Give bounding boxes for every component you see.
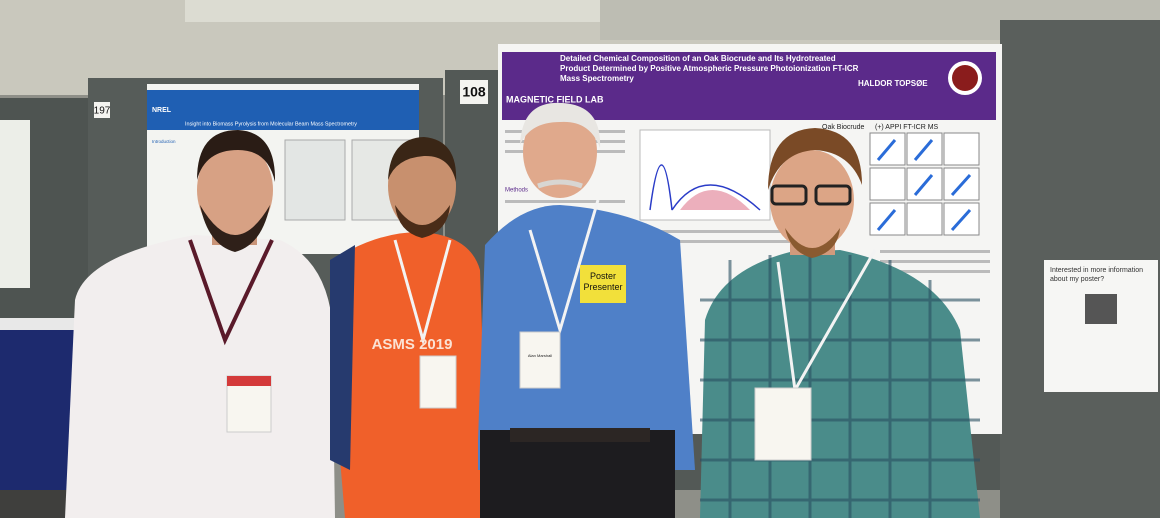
ceiling-panel xyxy=(185,0,605,22)
shape xyxy=(768,128,862,190)
shape xyxy=(519,331,561,389)
shape xyxy=(625,230,795,233)
poster-logo: NREL xyxy=(152,107,172,114)
poster-logo: MAGNETIC FIELD LAB xyxy=(506,94,604,104)
shape xyxy=(770,184,808,206)
shape xyxy=(510,428,650,442)
shape xyxy=(388,137,457,182)
shape xyxy=(625,240,795,243)
shape xyxy=(330,232,488,518)
shape xyxy=(480,430,675,518)
poster-header xyxy=(502,52,996,120)
person xyxy=(700,128,980,518)
shape xyxy=(197,130,276,182)
sign xyxy=(1044,260,1158,392)
poster-title-box: Detailed Chemical Composition of an Oak … xyxy=(560,54,859,83)
table-top xyxy=(0,318,85,330)
shape xyxy=(188,239,274,346)
shape xyxy=(395,205,450,238)
poster-sponsor: HALDOR TOPSØE xyxy=(858,79,928,88)
shirt-text: ASMS 2019 xyxy=(372,336,453,353)
person xyxy=(65,130,335,518)
poster-plot-grid xyxy=(869,132,980,236)
poster xyxy=(0,120,30,288)
shape xyxy=(65,235,335,518)
shape xyxy=(520,102,601,148)
shape xyxy=(393,239,452,346)
shape xyxy=(728,255,932,518)
shape xyxy=(943,132,980,166)
shape xyxy=(528,199,600,336)
person: Poster Presenter Alan Marshall xyxy=(478,102,695,518)
shape xyxy=(330,245,355,470)
shape xyxy=(785,228,840,258)
shape xyxy=(880,270,990,273)
booth-number: 197 xyxy=(94,106,111,117)
poster-section: Introduction xyxy=(152,139,176,144)
shape xyxy=(388,140,456,232)
poster-panel-label: (+) APPI FT-ICR MS xyxy=(875,124,939,131)
poster-spectrum xyxy=(680,190,750,210)
shape xyxy=(869,167,906,201)
poster-figure xyxy=(284,139,346,221)
ribbon-box: Poster Presenter xyxy=(583,271,623,292)
shape xyxy=(700,298,980,502)
booth-number-card xyxy=(94,102,110,118)
poster-section: Methods xyxy=(505,188,528,194)
shape xyxy=(197,142,273,238)
shape xyxy=(880,260,990,263)
poster-title: Detailed Chemical Composition of an Oak … xyxy=(560,54,859,83)
qr-code xyxy=(1085,294,1117,324)
plaid xyxy=(700,255,980,518)
shape xyxy=(906,202,943,236)
poster-title: Insight into Biomass Pyrolysis from Mole… xyxy=(185,121,357,127)
shape xyxy=(754,387,812,461)
sign-text-box: Interested in more information about my … xyxy=(1050,267,1143,283)
ribbon: Poster Presenter xyxy=(583,271,623,292)
shape xyxy=(537,179,583,189)
shape xyxy=(580,265,626,303)
sign-text: Interested in more information about my … xyxy=(1050,267,1143,283)
poster-panel-label: Oak Biocrude xyxy=(822,124,865,131)
poster-seal xyxy=(952,65,978,91)
booth-number: 108 xyxy=(462,84,486,100)
person: ASMS 2019 xyxy=(330,137,488,518)
shape xyxy=(478,205,695,470)
poster-header xyxy=(147,90,419,130)
shape xyxy=(505,200,625,203)
shape xyxy=(770,150,854,250)
shape xyxy=(523,106,597,198)
shape xyxy=(419,355,457,409)
booth-number-card xyxy=(460,80,488,104)
shape xyxy=(200,205,270,252)
poster-spectrum xyxy=(649,164,761,211)
shape xyxy=(876,139,972,232)
shape xyxy=(814,184,852,206)
shape xyxy=(227,376,271,386)
badge-name: Alan Marshall xyxy=(528,353,552,358)
shape xyxy=(880,250,990,253)
